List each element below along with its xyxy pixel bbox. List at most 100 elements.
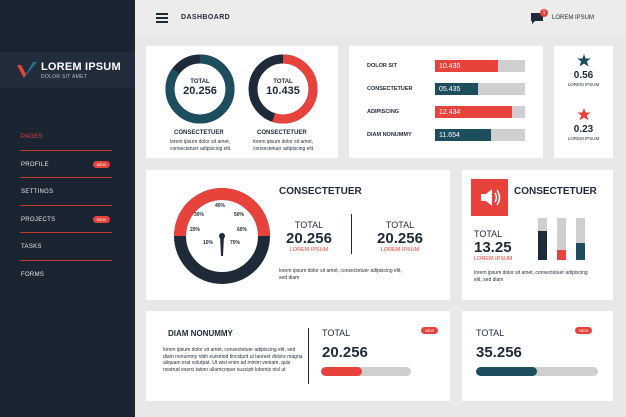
donut-text: lorem ipsum dolor sit amet, consectetuer… [253, 139, 315, 152]
new-badge: NEW [92, 215, 110, 223]
bar-track: 05.435 [435, 83, 525, 95]
audio-total: TOTAL 13.25 LOREM IPSUM [474, 229, 513, 262]
level-meter [557, 218, 566, 260]
audio-title: CONSECTETUER [514, 186, 597, 197]
sidebar-item-settings[interactable]: SETTINGS [20, 178, 112, 206]
gauge-tick: 50% [234, 212, 245, 218]
gauge-card: 10% 20% 30% 40% 50% 60% 70% CONSECTETUER… [146, 170, 450, 300]
sidebar-item-label: FORMS [21, 271, 45, 278]
total-value: 13.25 [474, 239, 512, 256]
gauge-title: CONSECTETUER [279, 186, 362, 197]
gauge-tick: 70% [230, 240, 241, 246]
total-label: TOTAL [474, 229, 503, 239]
gauge-tick: 60% [237, 227, 248, 233]
bar-track: 11.654 [435, 129, 525, 141]
text-card: DIAM NONUMMY lorem ipsum dolor sit amet,… [146, 311, 450, 401]
donut-title: CONSECTETUER [257, 130, 307, 136]
star-icon [577, 108, 591, 121]
gauge-total-1: TOTAL 20.256 LOREM IPSUM [279, 220, 339, 253]
brand-logo-icon [17, 62, 37, 78]
divider [308, 328, 309, 384]
bar-label: ADIPISCING [367, 109, 400, 115]
bar-track: 12.434 [435, 106, 525, 118]
rating-value: 0.56 [573, 70, 594, 81]
audio-card: CONSECTETUER TOTAL 13.25 LOREM IPSUM lor… [462, 170, 613, 300]
donut-value: 20.256 [183, 85, 217, 97]
sidebar-item-label: TASKS [21, 244, 42, 250]
gauge-total-2: TOTAL 20.256 LOREM IPSUM [370, 220, 430, 253]
bar-fill [435, 60, 498, 72]
level-meter [576, 218, 585, 260]
new-badge: NEW [92, 160, 110, 168]
sidebar-item-profile[interactable]: PROFILE NEW [20, 151, 112, 178]
bar-label: CONSECTETUER [367, 86, 413, 92]
donut-chart-2 [248, 54, 318, 124]
star-icon [577, 54, 591, 67]
bar-value: 11.654 [439, 132, 460, 139]
new-badge: NEW [421, 327, 439, 334]
total-sub: LOREM IPSUM [380, 247, 420, 253]
stat-bar-fill [476, 367, 537, 376]
gauge-text: lorem ipsum dolor sit amet, consectetuer… [279, 268, 402, 281]
total-sub: LOREM IPSUM [474, 256, 513, 262]
stat-bar-fill [321, 367, 362, 376]
sidebar-item-label: PROJECTS [21, 216, 56, 223]
bar-row: CONSECTETUER 05.435 [367, 83, 527, 95]
sidebar-item-projects[interactable]: PROJECTS NEW [20, 206, 112, 233]
menu-icon[interactable] [156, 13, 168, 23]
sidebar-nav: PAGES PROFILE NEW SETTINGS PROJECTS NEW … [20, 123, 112, 288]
sidebar-item-forms[interactable]: FORMS [20, 261, 112, 289]
donut-text: lorem ipsum dolor sit amet, consectetuer… [170, 139, 232, 152]
new-badge: NEW [575, 327, 593, 334]
bar-value: 05.435 [439, 86, 461, 93]
level-meter-fill [557, 249, 566, 260]
bar-row: DOLOR SIT 10.435 [367, 60, 527, 72]
bar-fill [435, 106, 512, 118]
stat-card: TOTAL NEW 35.256 [462, 311, 613, 401]
stat-label: TOTAL [476, 328, 505, 338]
total-value: 20.256 [286, 230, 332, 247]
total-label: TOTAL [294, 220, 324, 230]
speaker-icon[interactable] [471, 179, 508, 216]
bar-value: 10.435 [439, 63, 461, 70]
bar-fill [435, 83, 479, 95]
stat-bar [321, 367, 411, 376]
bar-value: 12.434 [439, 109, 461, 116]
bar-track: 10.435 [435, 60, 525, 72]
sidebar-item-pages[interactable]: PAGES [20, 123, 112, 151]
chat-icon[interactable] [531, 13, 543, 24]
stat-label: TOTAL [322, 328, 351, 338]
audio-text: lorem ipsum dolor sit amet, consectetuer… [474, 270, 588, 283]
donut-chart-1 [165, 54, 235, 124]
sidebar-item-tasks[interactable]: TASKS [20, 233, 112, 261]
rating-label: LOREM IPSUM [567, 82, 600, 87]
gauge-tick: 40% [215, 203, 226, 209]
sidebar-item-label: SETTINGS [21, 189, 54, 195]
topbar: DASHBOARD 1 LOREM IPSUM [135, 0, 626, 36]
text-title: DIAM NONUMMY [168, 329, 233, 338]
bar-label: DIAM NONUMMY [367, 132, 412, 138]
sidebar-item-label: PROFILE [21, 161, 49, 168]
brand-title: LOREM IPSUM [41, 61, 121, 73]
gauge-tick: 20% [190, 227, 201, 233]
gauge-tick: 10% [203, 240, 214, 246]
gauge-needle [220, 236, 224, 256]
page-title: DASHBOARD [181, 14, 231, 21]
level-meter [538, 218, 547, 260]
gauge-chart [174, 188, 270, 284]
sidebar-item-label: PAGES [21, 134, 43, 140]
donut-total-label: TOTAL [190, 79, 210, 85]
ratings-card: 0.56 LOREM IPSUM 0.23 LOREM IPSUM [554, 46, 613, 158]
divider [351, 214, 352, 254]
brand[interactable]: LOREM IPSUM DOLOR SIT AMET [0, 52, 135, 88]
bar-row: ADIPISCING 12.434 [367, 106, 527, 118]
stat-value: 35.256 [476, 344, 522, 361]
donut-value: 10.435 [266, 85, 300, 97]
stat-bar [476, 367, 598, 376]
text-body: lorem ipsum dolor sit amet, consectetuer… [163, 347, 303, 373]
total-sub: LOREM IPSUM [289, 247, 329, 253]
bars-card: DOLOR SIT 10.435 CONSECTETUER 05.435 ADI… [349, 46, 543, 158]
stat-value: 20.256 [322, 344, 368, 361]
user-name[interactable]: LOREM IPSUM [552, 15, 595, 21]
donut-card: TOTAL 20.256 TOTAL 10.435 CONSECTETUER l… [146, 46, 338, 158]
